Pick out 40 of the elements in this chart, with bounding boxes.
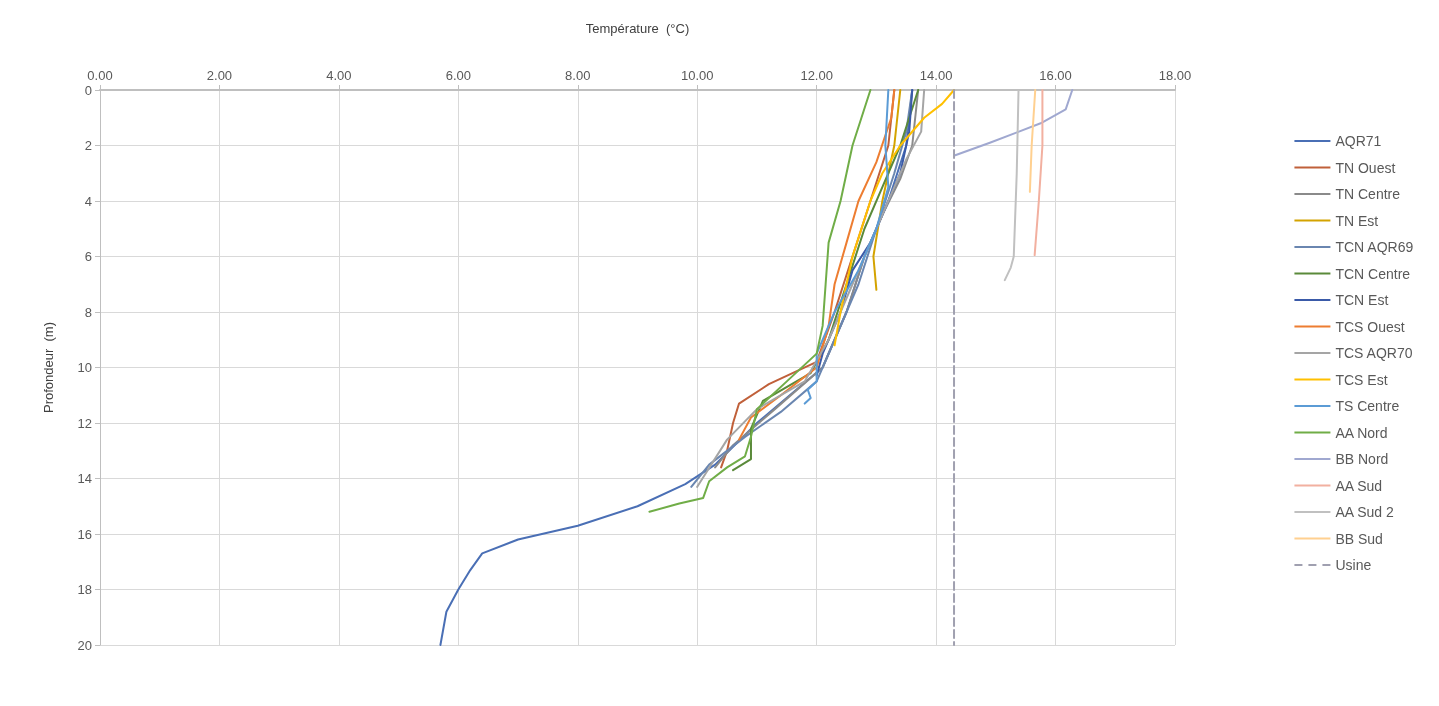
y-axis-title: Profondeur (m) xyxy=(41,321,56,414)
y-tick-label: 20 xyxy=(77,637,92,653)
legend-label: TCS Ouest xyxy=(1335,318,1405,335)
legend-label: TCN Centre xyxy=(1335,265,1411,282)
legend-label: TS Centre xyxy=(1335,398,1400,414)
y-tick-label: 0 xyxy=(84,82,92,98)
legend-label: TN Est xyxy=(1335,212,1379,229)
legend-label: TN Centre xyxy=(1335,186,1401,202)
y-tick-label: 18 xyxy=(77,582,92,597)
y-tick-label: 2 xyxy=(84,138,92,153)
x-tick-label: 10.00 xyxy=(680,68,714,83)
legend-label: TCN Est xyxy=(1335,292,1389,308)
y-tick-label: 16 xyxy=(77,526,92,542)
x-tick-label: 8.00 xyxy=(565,68,591,83)
legend-label: AA Sud xyxy=(1335,477,1383,494)
y-tick-label: 12 xyxy=(77,415,92,431)
x-axis-title: Température (°C) xyxy=(585,21,690,36)
x-tick-label: 18.00 xyxy=(1158,68,1192,83)
x-tick-label: 4.00 xyxy=(326,68,352,83)
legend-label: Usine xyxy=(1335,557,1372,573)
x-tick-label: 6.00 xyxy=(445,68,471,83)
legend-label: AA Nord xyxy=(1335,424,1388,441)
legend-label: TN Ouest xyxy=(1335,159,1396,176)
x-tick-label: 12.00 xyxy=(800,68,833,83)
y-tick-label: 8 xyxy=(84,304,92,320)
legend-label: TCN AQR69 xyxy=(1335,239,1414,255)
y-tick-label: 6 xyxy=(84,249,92,264)
y-tick-label: 10 xyxy=(77,360,92,375)
legend-label: BB Nord xyxy=(1335,451,1389,467)
x-tick-label: 2.00 xyxy=(206,68,233,83)
legend-label: BB Sud xyxy=(1335,530,1383,547)
y-tick-label: 4 xyxy=(84,193,92,209)
x-tick-label: 0.00 xyxy=(87,68,113,83)
legend-label: AA Sud 2 xyxy=(1335,504,1395,520)
x-tick-label: 14.00 xyxy=(919,68,953,83)
legend-label: TCS AQR70 xyxy=(1335,345,1413,361)
legend-label: TCS Est xyxy=(1335,371,1388,388)
x-tick-label: 16.00 xyxy=(1039,68,1072,83)
y-tick-label: 14 xyxy=(77,471,92,486)
legend-label: AQR71 xyxy=(1335,133,1382,149)
